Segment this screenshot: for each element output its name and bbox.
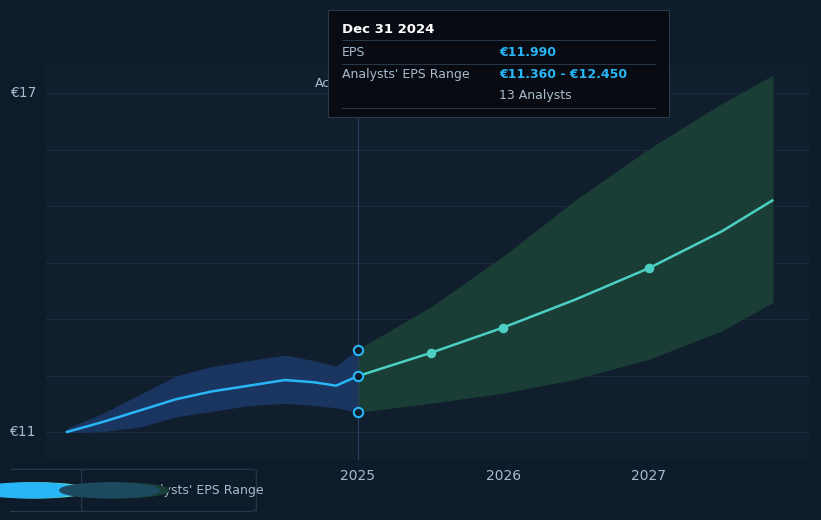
Point	[424, 349, 437, 357]
FancyBboxPatch shape	[3, 469, 91, 512]
Text: €11.360 - €12.450: €11.360 - €12.450	[499, 68, 627, 81]
Text: Dec 31 2024: Dec 31 2024	[342, 23, 434, 36]
Circle shape	[69, 483, 169, 498]
Point	[351, 346, 365, 354]
Text: Actual: Actual	[314, 77, 354, 90]
Circle shape	[60, 483, 159, 498]
Circle shape	[0, 483, 88, 498]
Text: Analysts Forecasts: Analysts Forecasts	[362, 77, 478, 90]
Circle shape	[0, 483, 79, 498]
Text: €11.990: €11.990	[499, 46, 556, 59]
Text: €11: €11	[10, 425, 36, 439]
FancyBboxPatch shape	[81, 469, 256, 512]
Point	[497, 323, 510, 332]
Text: EPS: EPS	[58, 484, 81, 497]
Text: 13 Analysts: 13 Analysts	[499, 89, 571, 102]
Point	[351, 408, 365, 416]
Text: EPS: EPS	[342, 46, 365, 59]
Text: €17: €17	[10, 86, 36, 100]
Text: Analysts' EPS Range: Analysts' EPS Range	[136, 484, 264, 497]
Point	[351, 372, 365, 380]
Point	[642, 264, 655, 272]
Text: Analysts' EPS Range: Analysts' EPS Range	[342, 68, 470, 81]
